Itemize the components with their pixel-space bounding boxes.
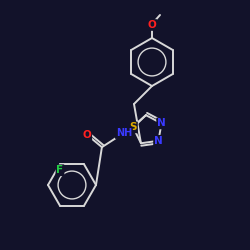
Text: O: O: [82, 130, 91, 140]
Text: N: N: [157, 118, 166, 128]
Text: F: F: [56, 165, 64, 175]
Text: S: S: [130, 122, 137, 132]
Text: NH: NH: [116, 128, 132, 138]
Text: N: N: [154, 136, 163, 146]
Text: O: O: [148, 20, 156, 30]
